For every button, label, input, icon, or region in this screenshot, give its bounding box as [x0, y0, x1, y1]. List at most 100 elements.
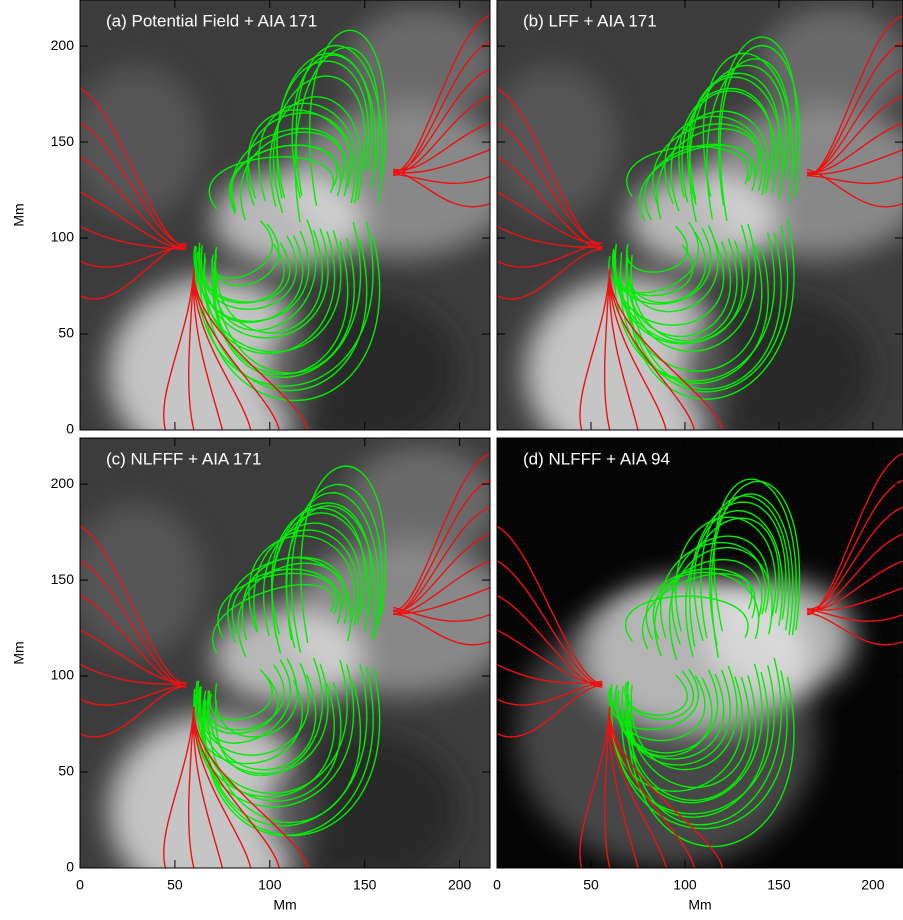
- image-glow: [80, 503, 204, 657]
- closed-field-line: [625, 231, 707, 304]
- open-field-line: [603, 706, 611, 868]
- closed-field-line: [670, 110, 770, 212]
- image-glow: [269, 733, 460, 868]
- closed-field-line: [693, 509, 784, 641]
- panel-frame: [79, 0, 491, 431]
- closed-field-line: [211, 220, 273, 279]
- y-tick-label: 150: [51, 133, 75, 149]
- closed-field-line: [643, 143, 756, 221]
- image-glow: [628, 170, 779, 267]
- open-field-line: [609, 706, 724, 868]
- open-field-line: [192, 706, 224, 868]
- open-field-line: [193, 706, 252, 868]
- y-tick-label: 200: [51, 475, 75, 491]
- y-tick-label: 100: [51, 667, 75, 683]
- closed-field-line: [710, 480, 801, 659]
- closed-field-line: [204, 659, 291, 744]
- y-tick-label: 200: [51, 37, 75, 53]
- open-field-line: [393, 169, 490, 208]
- open-field-line: [609, 706, 696, 868]
- closed-field-line: [291, 54, 377, 199]
- open-field-line: [80, 629, 187, 684]
- closed-field-line: [214, 230, 323, 334]
- open-field-line: [579, 706, 611, 868]
- open-field-line: [807, 612, 903, 646]
- closed-field-line: [624, 595, 749, 642]
- closed-field-line: [620, 245, 763, 372]
- open-field-line: [497, 560, 603, 687]
- panel-frame: [79, 437, 491, 869]
- closed-field-line: [208, 674, 317, 771]
- open-field-line: [80, 156, 187, 250]
- closed-field-line: [209, 669, 273, 721]
- panel: [497, 438, 903, 868]
- image-glow: [80, 65, 204, 219]
- y-axis-label: Mm: [11, 203, 27, 226]
- open-field-line: [497, 594, 603, 688]
- image-glow: [212, 170, 365, 267]
- closed-field-line: [240, 131, 349, 221]
- open-field-line: [393, 452, 490, 612]
- closed-field-line: [608, 221, 699, 294]
- open-field-line: [497, 191, 603, 245]
- closed-field-line: [713, 478, 797, 636]
- open-field-line: [80, 87, 187, 249]
- open-field-line: [80, 560, 187, 688]
- closed-field-line: [669, 547, 773, 661]
- closed-field-line: [689, 501, 787, 647]
- open-field-line: [806, 168, 903, 208]
- closed-field-line: [659, 541, 766, 639]
- closed-field-line: [258, 102, 359, 204]
- closed-field-line: [193, 683, 335, 798]
- image-glow: [108, 276, 318, 430]
- image-glow: [212, 608, 365, 705]
- closed-field-line: [617, 669, 719, 754]
- open-field-line: [609, 268, 667, 430]
- y-axis-label: Mm: [11, 641, 27, 664]
- open-field-line: [80, 191, 187, 251]
- closed-field-line: [717, 36, 798, 206]
- open-field-line: [80, 685, 187, 706]
- closed-field-line: [286, 492, 380, 641]
- closed-field-line: [203, 664, 368, 827]
- open-field-line: [497, 156, 603, 250]
- open-field-line: [80, 225, 187, 251]
- open-field-line: [193, 268, 280, 430]
- closed-field-line: [626, 219, 795, 400]
- open-field-line: [393, 41, 490, 177]
- x-tick-label: 100: [673, 877, 697, 893]
- closed-field-line: [217, 572, 338, 639]
- y-tick-label: 0: [66, 859, 74, 875]
- closed-field-line: [664, 115, 766, 205]
- image-glow: [345, 445, 490, 561]
- closed-field-line: [290, 483, 383, 653]
- open-field-line: [497, 525, 603, 685]
- open-field-line: [609, 268, 696, 430]
- x-axis-label: Mm: [688, 897, 711, 913]
- open-field-line: [393, 68, 490, 172]
- closed-field-line: [630, 232, 782, 390]
- open-field-line: [193, 268, 309, 430]
- closed-field-line: [652, 571, 760, 640]
- closed-field-line: [194, 222, 374, 387]
- open-field-line: [193, 706, 280, 868]
- closed-field-line: [626, 145, 749, 198]
- closed-field-line: [626, 677, 713, 758]
- x-tick-label: 0: [493, 877, 501, 893]
- open-field-line: [807, 174, 903, 185]
- closed-field-line: [638, 144, 753, 222]
- x-tick-label: 50: [583, 877, 599, 893]
- open-field-line: [579, 268, 611, 430]
- closed-field-line: [615, 673, 725, 760]
- closed-field-line: [193, 664, 355, 808]
- panel: [497, 0, 903, 430]
- open-field-line: [497, 629, 603, 685]
- closed-field-line: [708, 493, 794, 646]
- open-field-line: [603, 268, 611, 430]
- image-glow: [345, 7, 490, 123]
- closed-field-line: [630, 657, 782, 826]
- closed-field-line: [196, 230, 310, 322]
- open-field-line: [393, 560, 490, 615]
- open-field-line: [497, 684, 603, 738]
- closed-field-line: [685, 517, 780, 657]
